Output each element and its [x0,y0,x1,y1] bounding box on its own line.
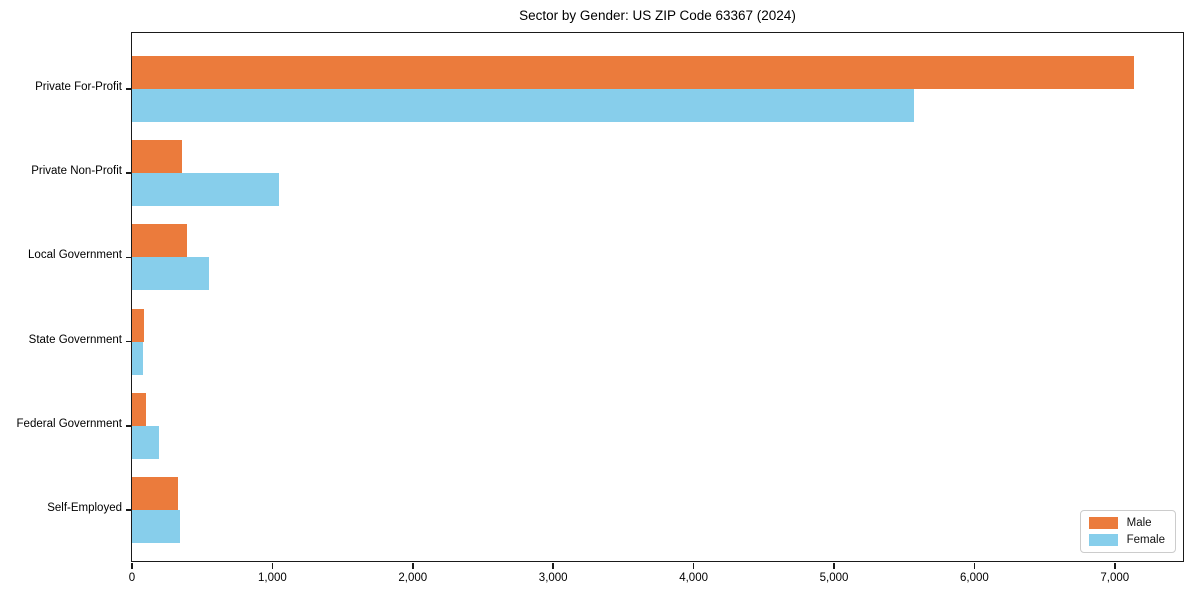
y-axis-tick [126,340,132,343]
x-axis-tick [412,563,414,569]
x-axis-tick-label: 6,000 [960,572,989,584]
y-axis-label: Private For-Profit [35,81,122,93]
chart-title: Sector by Gender: US ZIP Code 63367 (202… [519,8,796,23]
bar-female-federal-government [132,425,159,459]
y-axis-tick [126,425,132,427]
bar-female-local-government [132,257,209,291]
x-axis-tick-label: 7,000 [1100,572,1130,584]
x-axis-tick-label: 4,000 [679,572,708,584]
y-axis-tick [126,172,132,174]
bar-female-private-non-profit [132,173,280,207]
x-axis-tick [833,563,835,569]
bar-female-private-for-profit [132,89,915,122]
x-axis-tick-label: 5,000 [819,572,849,584]
x-axis-tick-label: 0 [128,572,136,584]
legend-label-female: Female [1126,534,1165,546]
bar-male-local-government [132,224,187,258]
bar-male-federal-government [132,392,147,426]
bar-male-private-for-profit [132,56,1135,89]
x-axis-tick [1114,563,1116,569]
y-axis-label: Federal Government [16,417,122,430]
bar-male-private-non-profit [132,140,182,174]
y-axis-tick [126,88,132,90]
legend-entry-female: Female [1088,534,1165,546]
y-axis-label: Local Government [28,249,122,262]
x-axis-tick [552,563,554,569]
plot-area: 0 1,000 2,000 3,000 4,000 5,000 6,000 7,000 Mal… [126,32,1184,584]
bar-female-self-employed [132,510,180,543]
y-axis-tick [126,256,132,259]
x-axis-tick-label: 1,000 [258,572,287,584]
bar-male-state-government [132,308,144,342]
x-axis-tick-label: 2,000 [398,572,428,584]
y-axis-label: Self-Employed [47,502,122,514]
legend-label-male: Male [1126,517,1152,529]
legend-entry-male: Male [1088,517,1165,529]
y-axis-tick [126,509,132,511]
female-color-swatch [1088,534,1118,546]
x-axis-tick-label: 3,000 [538,572,568,584]
bar-male-self-employed [132,477,179,510]
x-axis-tick [131,563,133,569]
y-axis-label: Private Non-Profit [31,165,122,178]
bar-female-state-government [132,341,144,375]
x-axis-tick [973,563,976,569]
y-axis-label: State Government [28,333,122,346]
legend: Male Female [1079,510,1176,553]
x-axis-tick [692,563,695,569]
male-color-swatch [1088,517,1118,529]
x-axis-tick [271,563,274,569]
